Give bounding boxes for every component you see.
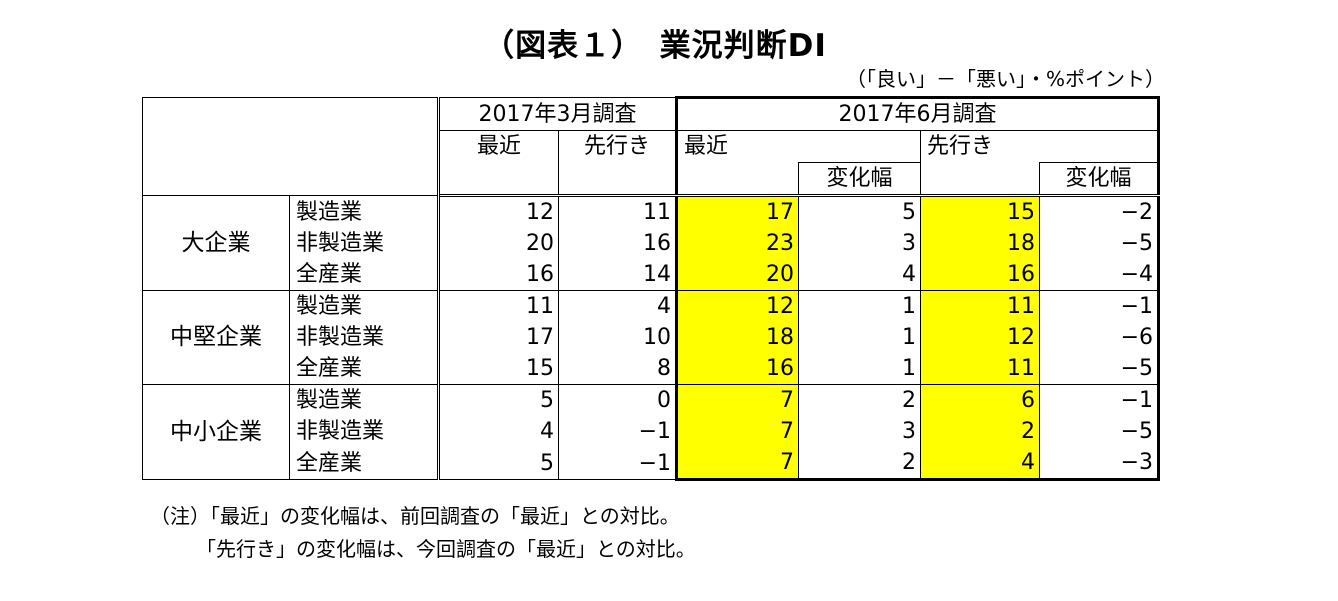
cell-jun-recent: 17 — [675, 195, 799, 228]
cell-jun-recent-change: 4 — [798, 259, 921, 291]
cell-mar-recent: 17 — [438, 322, 559, 353]
industry-label: 非製造業 — [289, 416, 440, 447]
cell-jun-outlook-change: −6 — [1039, 322, 1160, 353]
cell-jun-recent: 16 — [675, 353, 799, 385]
industry-label: 非製造業 — [289, 228, 440, 259]
cell-mar-outlook: 4 — [558, 290, 677, 322]
cell-jun-outlook: 12 — [920, 322, 1040, 353]
industry-label: 製造業 — [289, 384, 440, 416]
cell-jun-recent-change: 2 — [798, 447, 921, 481]
header-jun-outlook: 先行き — [920, 130, 1160, 163]
group-label: 中小企業 — [142, 384, 290, 480]
cell-mar-recent: 16 — [438, 259, 559, 291]
header-mar-outlook: 先行き — [558, 130, 677, 197]
industry-label: 製造業 — [289, 290, 440, 322]
cell-mar-recent: 11 — [438, 290, 559, 322]
table-row: 全産業 5 −1 7 2 4 −3 — [143, 447, 1275, 481]
unit-label: （「良い」－「悪い」・%ポイント） — [845, 67, 1165, 91]
cell-jun-recent-change: 2 — [798, 384, 921, 416]
header-row-periods: 2017年3月調査 2017年6月調査 — [142, 96, 1275, 196]
industry-label: 非製造業 — [289, 322, 440, 353]
cell-jun-recent: 18 — [675, 322, 799, 353]
cell-jun-recent: 20 — [675, 259, 799, 291]
cell-jun-outlook: 11 — [920, 290, 1040, 322]
cell-jun-outlook: 15 — [920, 195, 1040, 228]
cell-jun-outlook: 11 — [920, 353, 1040, 385]
cell-jun-outlook: 4 — [920, 447, 1040, 481]
header-jun-recent: 最近 — [675, 130, 921, 163]
header-corner — [142, 97, 440, 196]
cell-jun-outlook: 18 — [920, 228, 1040, 259]
industry-label: 全産業 — [289, 353, 440, 385]
industry-label: 全産業 — [289, 259, 440, 291]
cell-mar-outlook: −1 — [558, 447, 677, 480]
cell-jun-recent-change: 1 — [798, 353, 921, 385]
header-period-march: 2017年3月調査 — [438, 97, 677, 131]
header-jun-outlook-spacer — [920, 162, 1040, 197]
cell-mar-outlook: 14 — [558, 259, 677, 291]
cell-jun-outlook-change: −2 — [1039, 195, 1160, 228]
table-row: 中小企業 製造業 5 0 7 2 6 −1 — [142, 384, 1275, 480]
cell-jun-recent-change: 1 — [798, 322, 921, 353]
cell-jun-outlook-change: −1 — [1039, 290, 1160, 322]
header-jun-recent-spacer — [675, 162, 799, 197]
header-row-change: 変化幅 変化幅 — [143, 162, 1275, 197]
cell-mar-recent: 5 — [438, 384, 559, 416]
cell-jun-recent: 7 — [675, 447, 799, 481]
table-row: 全産業 16 14 20 4 16 −4 — [143, 259, 1275, 291]
group-label: 大企業 — [142, 195, 290, 291]
cell-jun-outlook: 2 — [920, 416, 1040, 447]
note-1: （注）「最近」の変化幅は、前回調査の「最近」との対比。 — [150, 504, 680, 528]
note-2: 「先行き」の変化幅は、今回調査の「最近」との対比。 — [196, 537, 696, 561]
cell-jun-outlook-change: −1 — [1039, 384, 1160, 416]
cell-jun-recent: 7 — [675, 384, 799, 416]
table-row: 非製造業 4 −1 7 3 2 −5 — [143, 416, 1275, 447]
table-row: 非製造業 20 16 23 3 18 −5 — [143, 228, 1275, 259]
cell-mar-recent: 4 — [438, 416, 559, 447]
group-label: 中堅企業 — [142, 290, 290, 385]
cell-jun-recent-change: 3 — [798, 416, 921, 447]
header-period-june: 2017年6月調査 — [675, 96, 1160, 131]
business-conditions-table: 2017年3月調査 2017年6月調査 最近 先行き 最近 先行き 変化幅 変化… — [142, 96, 1275, 481]
table-row: 大企業 製造業 12 11 17 5 15 −2 — [142, 195, 1275, 291]
cell-mar-recent: 5 — [438, 447, 559, 480]
cell-jun-recent-change: 3 — [798, 228, 921, 259]
cell-jun-outlook-change: −5 — [1039, 416, 1160, 447]
cell-jun-outlook-change: −4 — [1039, 259, 1160, 291]
cell-jun-recent: 7 — [675, 416, 799, 447]
cell-mar-outlook: 8 — [558, 353, 677, 385]
industry-label: 製造業 — [289, 195, 440, 228]
cell-jun-recent: 12 — [675, 290, 799, 322]
industry-label: 全産業 — [289, 447, 440, 480]
cell-mar-outlook: 0 — [558, 384, 677, 416]
cell-jun-recent-change: 1 — [798, 290, 921, 322]
cell-mar-outlook: −1 — [558, 416, 677, 447]
cell-jun-outlook-change: −5 — [1039, 353, 1160, 385]
cell-mar-recent: 15 — [438, 353, 559, 385]
cell-jun-outlook-change: −3 — [1039, 447, 1160, 481]
header-jun-outlook-change: 変化幅 — [1039, 162, 1160, 197]
cell-mar-outlook: 11 — [558, 195, 677, 228]
header-mar-recent: 最近 — [438, 130, 559, 197]
table-row: 非製造業 17 10 18 1 12 −6 — [143, 322, 1275, 353]
header-row-columns: 最近 先行き 最近 先行き — [143, 130, 1275, 197]
table-row: 中堅企業 製造業 11 4 12 1 11 −1 — [142, 290, 1275, 385]
table-row: 全産業 15 8 16 1 11 −5 — [143, 353, 1275, 385]
cell-jun-outlook: 6 — [920, 384, 1040, 416]
cell-jun-recent: 23 — [675, 228, 799, 259]
cell-jun-outlook-change: −5 — [1039, 228, 1160, 259]
cell-jun-recent-change: 5 — [798, 195, 921, 228]
header-jun-recent-change: 変化幅 — [798, 162, 921, 197]
cell-mar-outlook: 16 — [558, 228, 677, 259]
cell-mar-recent: 12 — [438, 195, 559, 228]
cell-mar-recent: 20 — [438, 228, 559, 259]
cell-mar-outlook: 10 — [558, 322, 677, 353]
cell-jun-outlook: 16 — [920, 259, 1040, 291]
page-title: （図表１） 業況判断DI — [483, 28, 827, 64]
